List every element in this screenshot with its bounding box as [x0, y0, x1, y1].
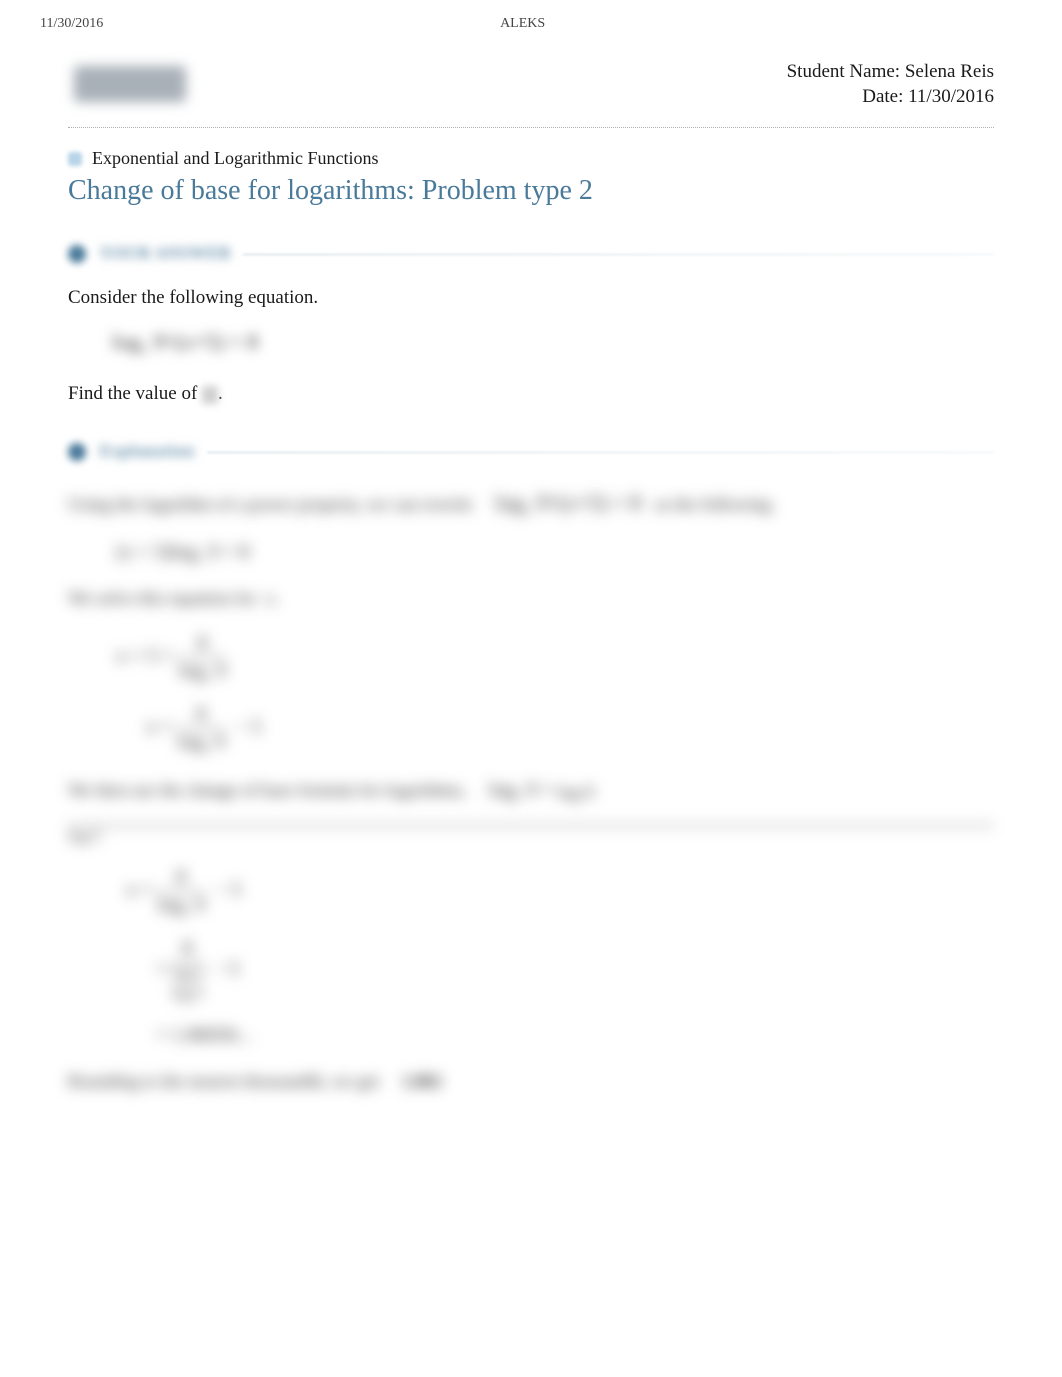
exp-equation-3: x = 8 log₅ 9 − 5: [146, 703, 994, 754]
header-date: 11/30/2016: [40, 16, 103, 32]
student-date-line: Date: 11/30/2016: [787, 85, 994, 110]
main-content: Student Name: Selena Reis Date: 11/30/20…: [0, 40, 1062, 1133]
variable-x: [202, 386, 218, 404]
header-title: ALEKS: [500, 16, 545, 32]
question-section-header: YOUR ANSWER: [68, 245, 994, 263]
eq5-nested-frac: log 9 log 5: [172, 965, 202, 1004]
eq4-den: log₅ 9: [157, 894, 205, 916]
section-line: [207, 452, 994, 453]
exp-equation-1: (x + 5)log₅ 9 = 8: [116, 541, 994, 564]
exp-inline-eq-1: log₅ 9^(x+5) = 8: [495, 490, 641, 515]
eq5-suffix: − 5: [213, 958, 239, 980]
question-section-label: YOUR ANSWER: [100, 245, 231, 263]
eq4-frac: 8 log₅ 9: [157, 866, 205, 917]
student-info: Student Name: Selena Reis Date: 11/30/20…: [787, 60, 994, 109]
eq2-den: log₅ 9: [179, 660, 227, 682]
section-bullet-icon: [68, 443, 86, 461]
exp-text-1b: as the following.: [655, 494, 775, 514]
exp-equation-2: x + 5 = 8 log₅ 9: [116, 632, 994, 683]
page-header: 11/30/2016 ALEKS: [0, 0, 1062, 40]
exp-text-2: We solve this equation for: [68, 588, 257, 608]
eq5-pre: =: [156, 958, 167, 980]
student-date-label: Date:: [862, 86, 908, 107]
eq3-den: log₅ 9: [177, 731, 225, 753]
explanation-section-header: Explanation: [68, 443, 994, 461]
exp-line-1: Using the logarithm of a power property,…: [68, 485, 994, 520]
eq5-den-num: log 9: [172, 965, 202, 981]
eq2-frac: 8 log₅ 9: [179, 632, 227, 683]
question-intro: Consider the following equation.: [68, 287, 994, 309]
header-spacer: [942, 16, 1022, 32]
frac-line: [177, 728, 225, 729]
final-answer: 1.861: [402, 1071, 443, 1091]
explanation-body: Using the logarithm of a power property,…: [68, 485, 994, 1095]
student-name-label: Student Name:: [787, 61, 905, 82]
find-prefix: Find the value of: [68, 383, 202, 404]
eq5-frac: 8 log 9 log 5: [172, 937, 202, 1004]
question-equation: log₅ 9^(x+5) = 8: [112, 329, 994, 355]
inline-frac-num: log 9: [557, 782, 594, 802]
student-name: Selena Reis: [905, 61, 994, 82]
eq4-num: 8: [176, 866, 186, 888]
eq2-num: 8: [197, 632, 207, 654]
exp-text-1: Using the logarithm of a power property,…: [68, 494, 473, 514]
explanation-section-label: Explanation: [100, 443, 195, 461]
frac-line: [157, 891, 205, 892]
exp-inline-eq-2: log₅ 9 =: [489, 779, 553, 801]
exp-line-2: We solve this equation for x.: [68, 584, 994, 613]
exp-text-4: Rounding to the nearest thousandth, we g…: [68, 1071, 379, 1091]
topic-row: Exponential and Logarithmic Functions: [68, 148, 994, 169]
eq5-num: 8: [182, 937, 192, 959]
exp-var: x: [266, 588, 275, 608]
topic-category: Exponential and Logarithmic Functions: [92, 148, 378, 169]
exp-equation-6: = 1.86056...: [156, 1024, 994, 1047]
frac-line: [172, 984, 202, 985]
aleks-logo: [74, 66, 186, 102]
eq3-frac: 8 log₅ 9: [177, 703, 225, 754]
divider: [68, 127, 994, 128]
frac-line: [68, 825, 994, 826]
exp-equation-5: = 8 log 9 log 5 − 5: [156, 937, 994, 1004]
student-name-line: Student Name: Selena Reis: [787, 60, 994, 85]
find-suffix: .: [218, 383, 223, 404]
inline-frac-den: log 5: [68, 828, 100, 845]
section-bullet-icon: [68, 245, 86, 263]
problem-title: Change of base for logarithms: Problem t…: [68, 175, 994, 207]
eq5-den-den: log 5: [172, 987, 202, 1003]
frac-line: [172, 962, 202, 963]
eq3-num: 8: [196, 703, 206, 725]
student-date: 11/30/2016: [908, 86, 994, 107]
topic-icon: [68, 152, 82, 166]
eq3-suffix: − 5: [235, 716, 261, 738]
frac-line: [179, 657, 227, 658]
top-row: Student Name: Selena Reis Date: 11/30/20…: [68, 60, 994, 109]
eq3-left: x =: [146, 716, 172, 738]
exp-line-3: We then use the change of base formula f…: [68, 774, 994, 806]
section-line: [243, 254, 994, 255]
exp-equation-4: x = 8 log₅ 9 − 5: [126, 866, 994, 917]
exp-line-4: Rounding to the nearest thousandth, we g…: [68, 1067, 994, 1096]
exp-text-3: We then use the change of base formula f…: [68, 780, 466, 800]
eq2-left: x + 5 =: [116, 645, 174, 667]
eq4-left: x =: [126, 879, 152, 901]
find-value-text: Find the value of .: [68, 383, 994, 405]
inline-frac: log 9: [557, 778, 594, 807]
eq4-suffix: − 5: [215, 879, 241, 901]
